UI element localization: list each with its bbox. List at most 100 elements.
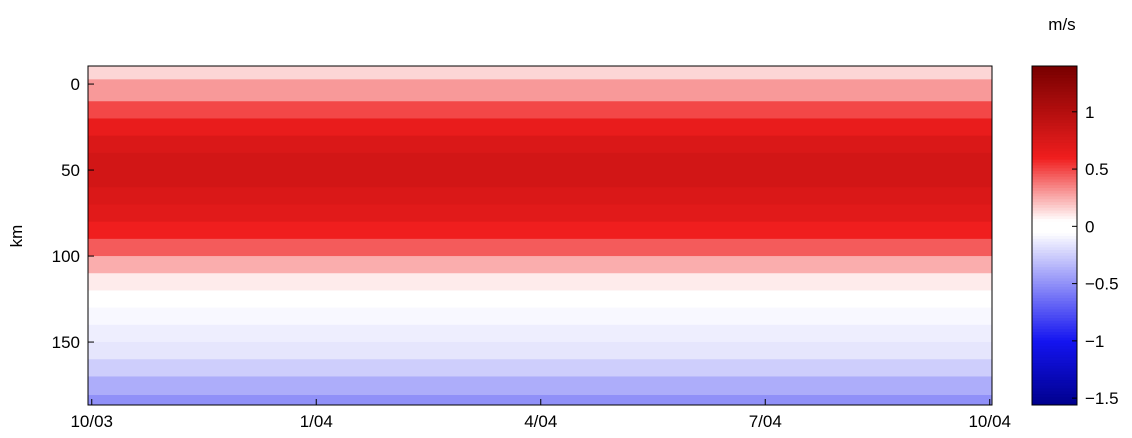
colorbar-step xyxy=(1032,317,1077,321)
colorbar-step xyxy=(1032,232,1077,236)
field-band xyxy=(88,273,992,291)
field-band xyxy=(88,290,992,309)
colorbar-step xyxy=(1032,71,1077,75)
colorbar-step xyxy=(1032,224,1077,228)
colorbar-step xyxy=(1032,164,1077,169)
colorbar-step xyxy=(1032,159,1077,163)
colorbar-step xyxy=(1032,235,1077,239)
colorbar-step xyxy=(1032,125,1077,129)
field-band xyxy=(88,152,992,171)
colorbar-step xyxy=(1032,373,1077,378)
colorbar-step xyxy=(1032,354,1077,358)
field-band xyxy=(88,204,992,223)
colorbar-step xyxy=(1032,179,1077,183)
field-band xyxy=(88,359,992,377)
colorbar-step xyxy=(1032,402,1077,406)
colorbar-step xyxy=(1032,292,1077,296)
colorbar-step xyxy=(1032,283,1077,287)
field-band xyxy=(88,187,992,205)
colorbar-step xyxy=(1032,190,1077,194)
colorbar-step xyxy=(1032,91,1077,95)
colorbar-step xyxy=(1032,193,1077,197)
colorbar-tick-label: −1 xyxy=(1085,332,1104,351)
colorbar-step xyxy=(1032,94,1077,98)
colorbar-step xyxy=(1032,156,1077,160)
colorbar-step xyxy=(1032,167,1077,172)
colorbar-step xyxy=(1032,252,1077,256)
colorbar-step xyxy=(1032,266,1077,270)
colorbar-step xyxy=(1032,294,1077,299)
colorbar-step xyxy=(1032,280,1077,285)
colorbar-step xyxy=(1032,396,1077,400)
colorbar-step xyxy=(1032,77,1077,81)
field-band xyxy=(88,135,992,154)
colorbar-step xyxy=(1032,356,1077,361)
colorbar-step xyxy=(1032,323,1077,327)
colorbar-step xyxy=(1032,88,1077,92)
colorbar-step xyxy=(1032,204,1077,208)
colorbar-step xyxy=(1032,382,1077,386)
colorbar-step xyxy=(1032,241,1077,245)
field-band xyxy=(88,238,992,257)
field-band xyxy=(88,101,992,119)
colorbar-step xyxy=(1032,328,1077,333)
colorbar-step xyxy=(1032,306,1077,310)
field-band xyxy=(88,170,992,188)
colorbar-tick-label: −1.5 xyxy=(1085,389,1119,408)
colorbar-step xyxy=(1032,210,1077,214)
colorbar-step xyxy=(1032,66,1077,70)
colorbar-step xyxy=(1032,368,1077,372)
colorbar-step xyxy=(1032,102,1077,107)
field-band xyxy=(88,376,992,396)
colorbar-step xyxy=(1032,82,1077,87)
x-tick-label: 7/04 xyxy=(749,412,782,431)
x-tick-label: 1/04 xyxy=(300,412,333,431)
colorbar-step xyxy=(1032,170,1077,174)
colorbar-step xyxy=(1032,243,1077,248)
colorbar-step xyxy=(1032,153,1077,157)
x-tick-label: 10/03 xyxy=(70,412,113,431)
colorbar-step xyxy=(1032,130,1077,135)
colorbar-step xyxy=(1032,136,1077,140)
colorbar-step xyxy=(1032,142,1077,146)
plot-frame xyxy=(87,65,993,406)
colorbar-step xyxy=(1032,227,1077,231)
colorbar-step xyxy=(1032,289,1077,293)
field-band xyxy=(88,66,992,80)
colorbar-step xyxy=(1032,246,1077,251)
colorbar-step xyxy=(1032,116,1077,121)
colorbar-step xyxy=(1032,314,1077,318)
colorbar-step xyxy=(1032,390,1077,395)
colorbar-step xyxy=(1032,325,1077,330)
colorbar-step xyxy=(1032,97,1077,101)
x-tick-label: 10/04 xyxy=(968,412,1011,431)
y-axis-label: km xyxy=(7,225,26,248)
colorbar-step xyxy=(1032,150,1077,155)
colorbar-label: m/s xyxy=(1048,15,1075,34)
colorbar-step xyxy=(1032,139,1077,143)
field-band xyxy=(88,256,992,274)
colorbar-tick-label: 0 xyxy=(1085,217,1094,236)
colorbar-frame xyxy=(1031,65,1078,406)
colorbar-step xyxy=(1032,215,1077,220)
colorbar-step xyxy=(1032,334,1077,338)
field-band xyxy=(88,79,992,102)
colorbar-step xyxy=(1032,122,1077,126)
colorbar-step xyxy=(1032,399,1077,403)
colorbar-step xyxy=(1032,345,1077,349)
colorbar-step xyxy=(1032,388,1077,392)
colorbar-step xyxy=(1032,297,1077,301)
colorbar-step xyxy=(1032,362,1077,366)
colorbar-step xyxy=(1032,320,1077,324)
colorbar-step xyxy=(1032,258,1077,262)
colorbar-step xyxy=(1032,331,1077,335)
colorbar-step xyxy=(1032,300,1077,304)
colorbar-step xyxy=(1032,187,1077,191)
colorbar-step xyxy=(1032,114,1077,118)
colorbar-step xyxy=(1032,393,1077,398)
colorbar-step xyxy=(1032,201,1077,205)
colorbar-step xyxy=(1032,68,1077,73)
colorbar-step xyxy=(1032,371,1077,375)
colorbar-step xyxy=(1032,145,1077,149)
